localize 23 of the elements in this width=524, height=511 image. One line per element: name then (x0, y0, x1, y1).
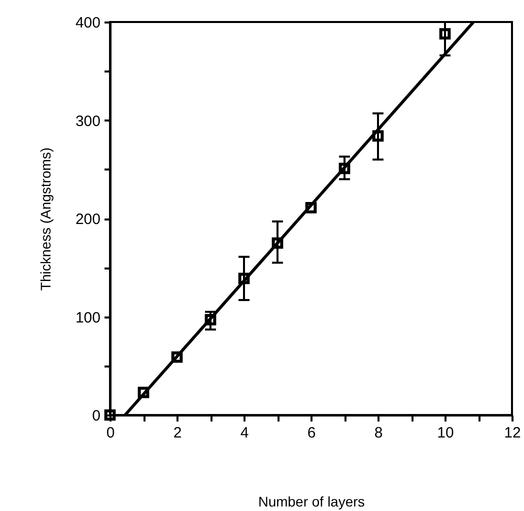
x-tick-label: 8 (374, 424, 383, 442)
y-tick-label: 400 (75, 14, 100, 32)
x-tick-label: 4 (240, 424, 249, 442)
point (171, 351, 183, 363)
y-axis-title: Thickness (Angstroms) (37, 147, 54, 291)
point (439, 28, 451, 40)
x-tick-label: 12 (504, 424, 521, 442)
x-tick-label: 6 (307, 424, 316, 442)
point (372, 130, 384, 142)
y-tick-label: 100 (75, 309, 100, 326)
point (272, 237, 284, 249)
x-tick-label: 10 (437, 424, 454, 442)
point (204, 314, 216, 326)
y-tick-label: 200 (75, 211, 100, 228)
x-axis-title: Number of layers (258, 494, 365, 510)
point (338, 162, 350, 174)
y-tick-label: 300 (75, 112, 100, 130)
x-tick-label: 0 (106, 424, 115, 442)
point (138, 386, 150, 398)
point (238, 272, 250, 284)
x-tick-label: 2 (173, 424, 182, 442)
point (305, 202, 317, 214)
y-tick-label: 0 (92, 408, 100, 424)
